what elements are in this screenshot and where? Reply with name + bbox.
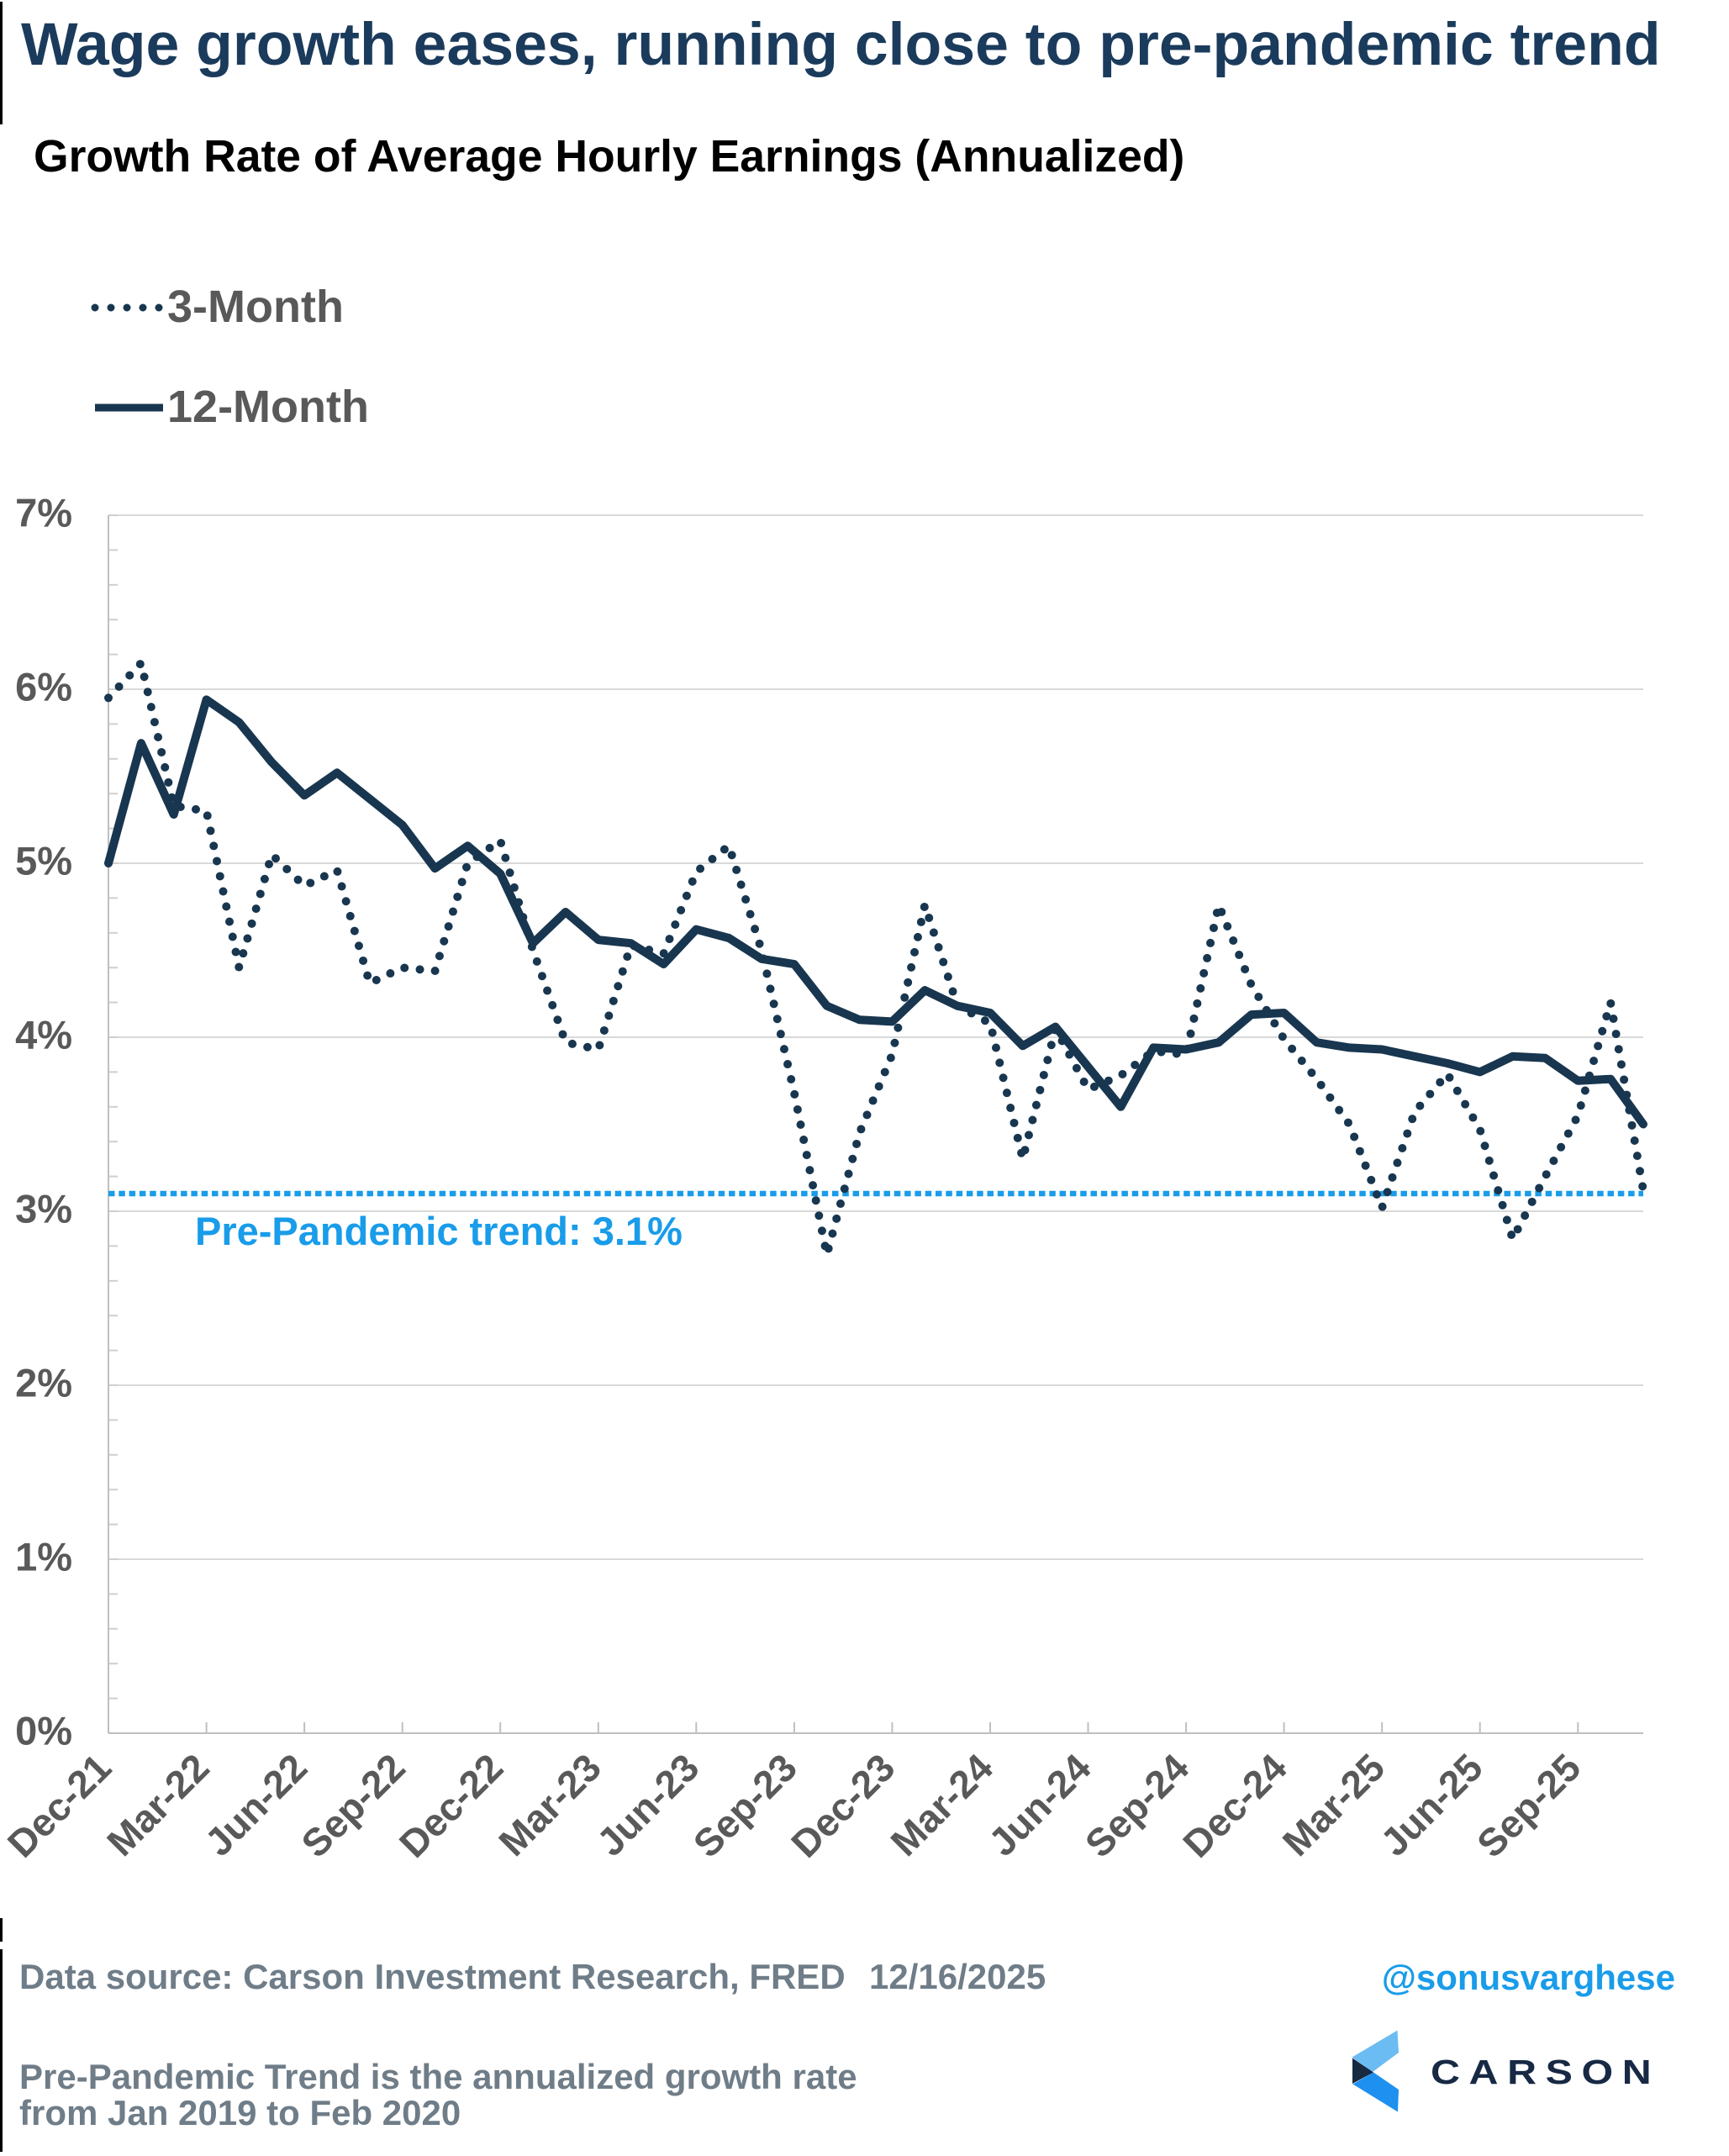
svg-text:Pre-Pandemic trend: 3.1%: Pre-Pandemic trend: 3.1%: [195, 1209, 683, 1253]
svg-text:1%: 1%: [15, 1535, 72, 1579]
svg-text:6%: 6%: [15, 665, 72, 709]
svg-text:5%: 5%: [15, 839, 72, 883]
svg-text:@sonusvarghese: @sonusvarghese: [1382, 1958, 1675, 1997]
svg-text:12-Month: 12-Month: [167, 382, 369, 432]
svg-text:7%: 7%: [15, 491, 72, 535]
svg-text:0%: 0%: [15, 1709, 72, 1753]
svg-text:Wage growth eases, running clo: Wage growth eases, running close to pre-…: [21, 11, 1661, 78]
svg-text:12/16/2025: 12/16/2025: [869, 1957, 1046, 1996]
svg-text:CARSON: CARSON: [1431, 2053, 1660, 2092]
svg-text:Growth Rate of Average Hourly: Growth Rate of Average Hourly Earnings (…: [34, 132, 1184, 182]
svg-text:from Jan 2019 to Feb 2020: from Jan 2019 to Feb 2020: [19, 2093, 461, 2132]
svg-text:2%: 2%: [15, 1361, 72, 1405]
svg-text:4%: 4%: [15, 1013, 72, 1057]
svg-text:Data source: Carson Investment: Data source: Carson Investment Research,…: [19, 1957, 846, 1996]
svg-text:3%: 3%: [15, 1187, 72, 1231]
svg-text:3-Month: 3-Month: [167, 282, 344, 332]
svg-text:Pre-Pandemic Trend is the annu: Pre-Pandemic Trend is the annualized gro…: [19, 2057, 857, 2096]
